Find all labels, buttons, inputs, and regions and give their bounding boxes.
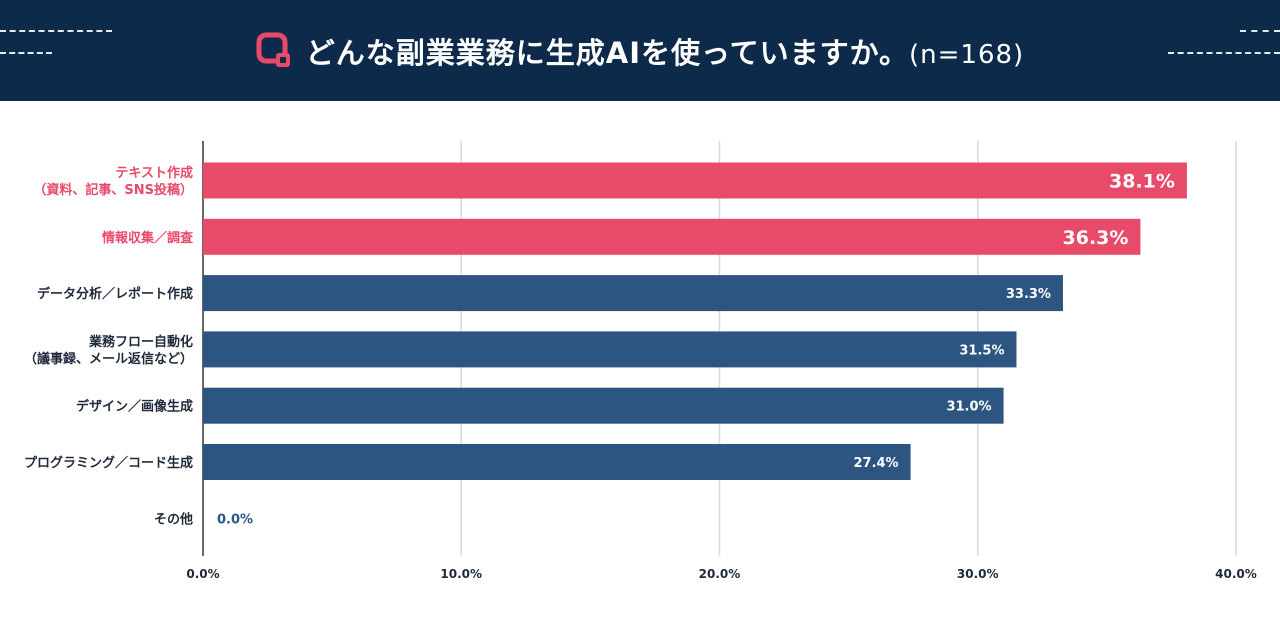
category-label-line: デザイン／画像生成 [76,399,193,415]
bar [203,444,911,480]
category-label: その他 [154,511,193,527]
category-label: デザイン／画像生成 [76,399,193,415]
bar [203,162,1187,199]
category-label: 情報収集／調査 [102,230,194,246]
value-label: 31.0% [946,400,991,415]
x-tick-label: 40.0% [1215,567,1257,581]
value-label: 0.0% [217,512,253,527]
header-dash-left-1 [0,30,112,32]
category-label-line: その他 [154,511,193,527]
bar [203,218,1141,255]
title-text: どんな副業業務に生成AIを使っていますか。 [305,35,910,70]
x-tick-label: 0.0% [186,567,219,581]
category-label-line: テキスト作成 [115,165,193,181]
bar [203,331,1017,368]
header-dash-right-2 [1168,52,1280,54]
bar-chart: 0.0% 10.0% 20.0% 30.0% 40.0% 38.1% テキスト作成（資料、記… [24,141,1257,581]
value-label: 36.3% [1063,227,1129,249]
category-label: 業務フロー自動化（議事録、メール返信など） [24,334,193,367]
value-label: 38.1% [1109,171,1175,193]
x-tick-label: 20.0% [699,567,741,581]
value-label: 33.3% [1006,287,1051,302]
value-label: 31.5% [959,343,1004,358]
header-dash-right-1 [1240,30,1280,32]
title-area: どんな副業業務に生成AIを使っていますか。(n=168) [0,0,1280,101]
header-dash-left-2 [0,52,52,54]
sample-size: (n=168) [909,39,1025,70]
category-label-line: 情報収集／調査 [102,230,194,246]
category-label: データ分析／レポート作成 [37,286,193,302]
q-logo-icon [256,32,290,67]
page-title: どんな副業業務に生成AIを使っていますか。(n=168) [306,30,1024,72]
category-label: プログラミング／コード生成 [24,455,193,471]
x-tick-label: 10.0% [440,567,482,581]
category-label-line: データ分析／レポート作成 [37,286,193,302]
category-label-line: 業務フロー自動化 [88,334,193,350]
bar [203,275,1063,312]
category-label: テキスト作成（資料、記事、SNS投稿） [33,165,193,198]
value-label: 27.4% [853,456,898,471]
bar [203,387,1004,424]
category-label-line: （議事録、メール返信など） [24,351,193,367]
x-tick-label: 30.0% [957,567,999,581]
category-label-line: プログラミング／コード生成 [24,455,193,471]
header-bar [0,0,1280,101]
category-label-line: （資料、記事、SNS投稿） [33,182,193,198]
